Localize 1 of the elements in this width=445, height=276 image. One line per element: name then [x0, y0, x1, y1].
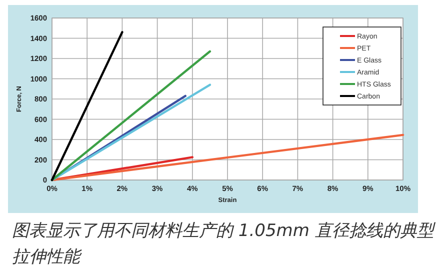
text: 图表显示了用不同材料生产的 1.05mm 直径捻线的典型拉伸性能	[12, 220, 436, 269]
